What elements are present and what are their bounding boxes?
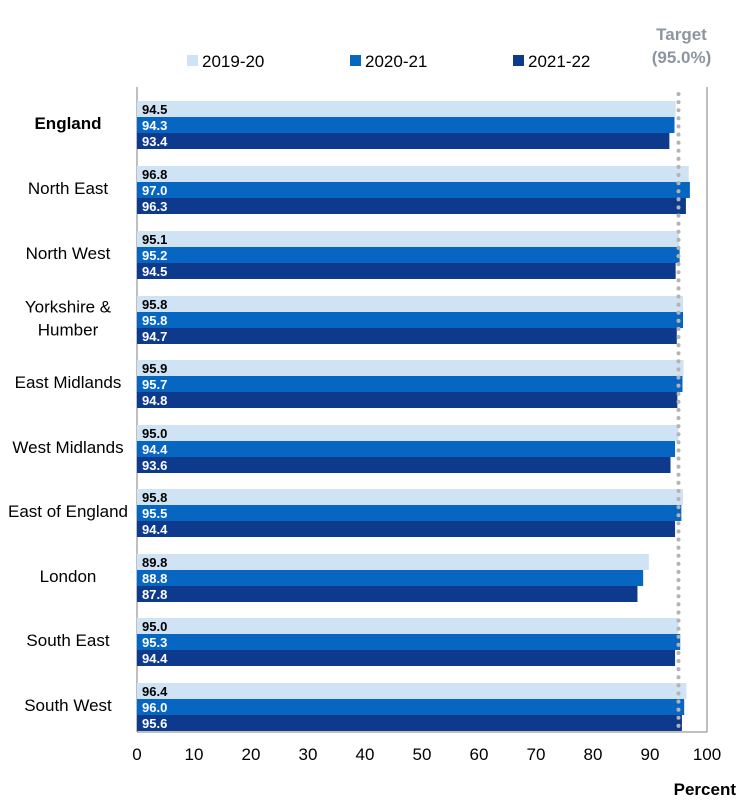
data-label-west-midlands-2020-21: 94.4 (142, 442, 168, 457)
legend-entry-2020-21: 2020-21 (365, 52, 427, 71)
bar-london-2020-21 (137, 570, 644, 586)
data-label-england-2020-21: 94.3 (142, 118, 167, 133)
bar-east-of-england-2020-21 (137, 505, 682, 521)
bar-south-east-2019-20 (137, 618, 679, 634)
category-label-south-west: South West (24, 696, 112, 715)
bar-north-east-2020-21 (137, 182, 690, 198)
data-label-england-2021-22: 93.4 (142, 134, 168, 149)
bar-west-midlands-2019-20 (137, 425, 679, 441)
bar-east-of-england-2019-20 (137, 489, 684, 505)
data-label-west-midlands-2021-22: 93.6 (142, 458, 167, 473)
x-tick-label-30: 30 (299, 745, 318, 764)
x-tick-label-70: 70 (527, 745, 546, 764)
bar-north-east-2019-20 (137, 166, 689, 182)
bar-west-midlands-2020-21 (137, 441, 676, 457)
data-label-yorkshire-humber-2021-22: 94.7 (142, 329, 167, 344)
bar-south-west-2019-20 (137, 683, 687, 699)
bar-east-midlands-2019-20 (137, 360, 684, 376)
bar-london-2019-20 (137, 554, 649, 570)
data-label-east-midlands-2020-21: 95.7 (142, 377, 167, 392)
legend-swatch-2019-20 (187, 55, 198, 66)
bar-east-midlands-2021-22 (137, 392, 678, 408)
category-label-east-midlands: East Midlands (15, 373, 122, 392)
data-label-north-east-2020-21: 97.0 (142, 183, 167, 198)
data-label-north-west-2021-22: 94.5 (142, 264, 167, 279)
data-label-north-east-2019-20: 96.8 (142, 167, 167, 182)
x-tick-label-60: 60 (470, 745, 489, 764)
x-tick-label-100: 100 (693, 745, 721, 764)
data-label-london-2021-22: 87.8 (142, 587, 167, 602)
bar-north-west-2019-20 (137, 231, 680, 247)
bar-london-2021-22 (137, 586, 638, 602)
bar-england-2019-20 (137, 101, 676, 117)
bar-north-east-2021-22 (137, 198, 686, 214)
bar-south-east-2021-22 (137, 650, 676, 666)
bar-east-of-england-2021-22 (137, 521, 676, 537)
data-label-east-of-england-2021-22: 94.4 (142, 522, 168, 537)
bar-south-west-2021-22 (137, 715, 682, 731)
legend-entry-2019-20: 2019-20 (202, 52, 264, 71)
category-label-north-east: North East (28, 179, 109, 198)
data-label-england-2019-20: 94.5 (142, 102, 167, 117)
target-label: Target (95.0%) (652, 25, 712, 67)
data-label-london-2019-20: 89.8 (142, 555, 167, 570)
x-tick-label-0: 0 (132, 745, 141, 764)
legend-swatch-2020-21 (350, 55, 361, 66)
x-tick-label-90: 90 (641, 745, 660, 764)
data-label-west-midlands-2019-20: 95.0 (142, 426, 167, 441)
x-tick-label-20: 20 (242, 745, 261, 764)
category-label-england: England (34, 114, 101, 133)
x-tick-label-40: 40 (356, 745, 375, 764)
bar-south-west-2020-21 (137, 699, 685, 715)
category-label-north-west: North West (26, 244, 111, 263)
category-label-east-of-england: East of England (8, 502, 128, 521)
bar-east-midlands-2020-21 (137, 376, 683, 392)
bar-england-2021-22 (137, 133, 670, 149)
bar-north-west-2020-21 (137, 247, 680, 263)
data-label-east-of-england-2020-21: 95.5 (142, 506, 167, 521)
x-axis-title: Percent (674, 780, 737, 799)
category-label-london: London (40, 567, 97, 586)
category-label-yorkshire-humber: Yorkshire & Humber (25, 298, 112, 340)
x-tick-label-10: 10 (185, 745, 204, 764)
data-label-south-west-2020-21: 96.0 (142, 700, 167, 715)
data-label-south-east-2020-21: 95.3 (142, 635, 167, 650)
data-label-east-midlands-2021-22: 94.8 (142, 393, 167, 408)
category-label-west-midlands: West Midlands (12, 438, 123, 457)
data-label-south-east-2019-20: 95.0 (142, 619, 167, 634)
bar-yorkshire-humber-2020-21 (137, 312, 684, 328)
data-label-south-west-2019-20: 96.4 (142, 684, 168, 699)
bar-yorkshire-humber-2021-22 (137, 328, 677, 344)
data-label-south-east-2021-22: 94.4 (142, 651, 168, 666)
data-label-london-2020-21: 88.8 (142, 571, 167, 586)
bar-west-midlands-2021-22 (137, 457, 671, 473)
data-label-north-west-2020-21: 95.2 (142, 248, 167, 263)
data-label-north-west-2019-20: 95.1 (142, 232, 167, 247)
x-tick-label-50: 50 (413, 745, 432, 764)
legend-swatch-2021-22 (513, 55, 524, 66)
legend-entry-2021-22: 2021-22 (528, 52, 590, 71)
category-label-south-east: South East (26, 631, 109, 650)
data-label-east-of-england-2019-20: 95.8 (142, 490, 167, 505)
bar-north-west-2021-22 (137, 263, 676, 279)
data-label-yorkshire-humber-2020-21: 95.8 (142, 313, 167, 328)
data-label-south-west-2021-22: 95.6 (142, 716, 167, 731)
bar-south-east-2020-21 (137, 634, 681, 650)
bar-yorkshire-humber-2019-20 (137, 296, 684, 312)
bar-england-2020-21 (137, 117, 675, 133)
data-label-yorkshire-humber-2019-20: 95.8 (142, 297, 167, 312)
data-label-east-midlands-2019-20: 95.9 (142, 361, 167, 376)
x-tick-label-80: 80 (584, 745, 603, 764)
data-label-north-east-2021-22: 96.3 (142, 199, 167, 214)
